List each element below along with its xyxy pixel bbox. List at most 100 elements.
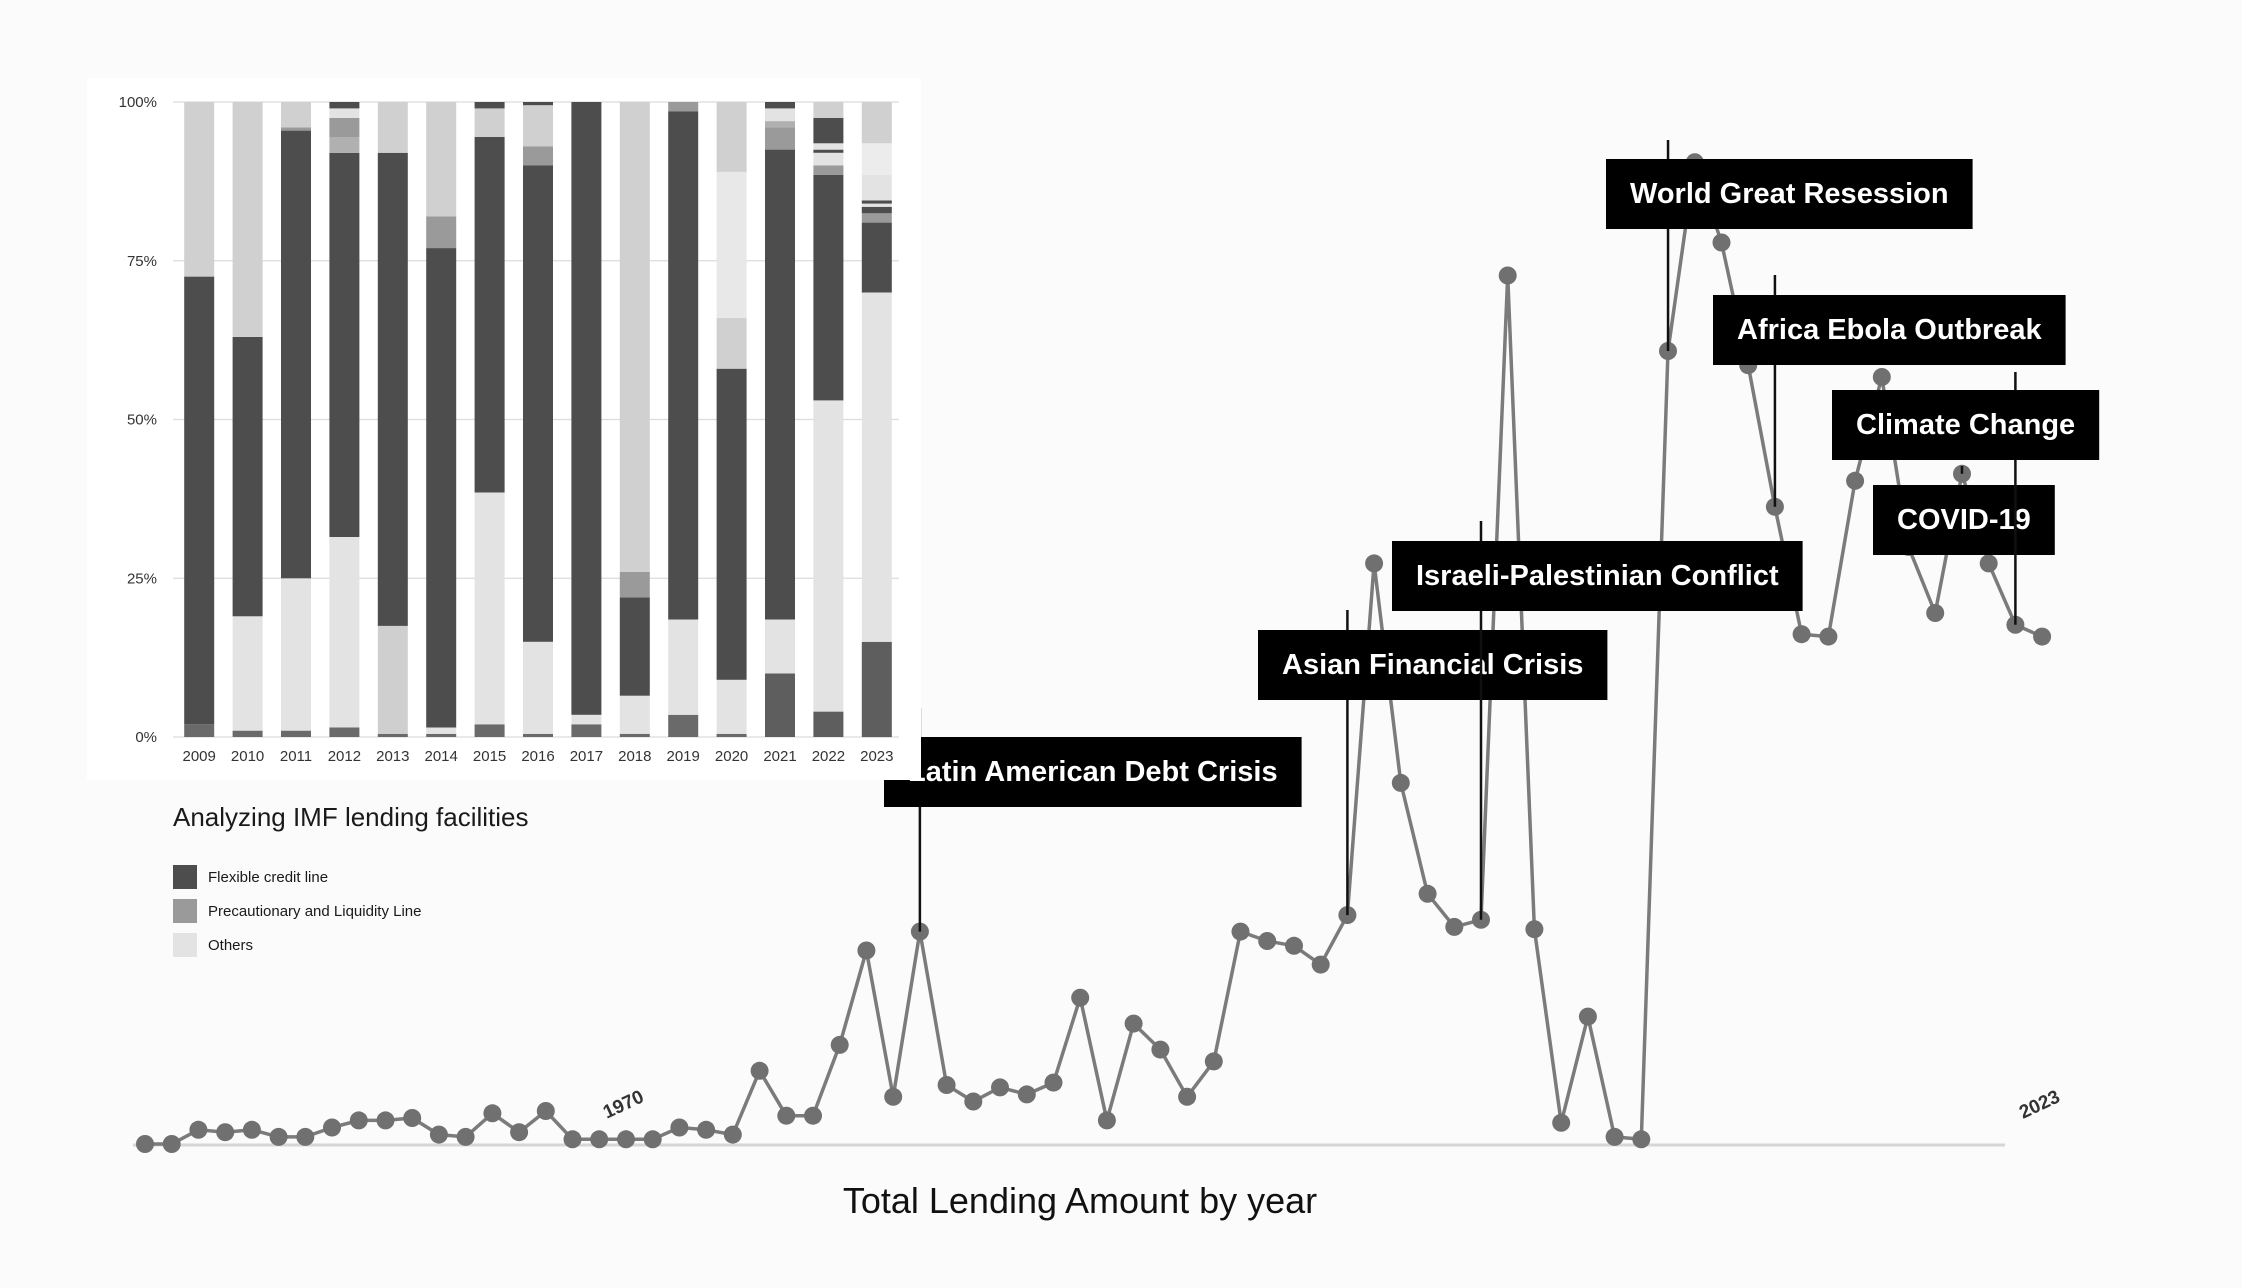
data-point xyxy=(536,1102,555,1120)
inset-bar-segment xyxy=(716,102,747,172)
inset-chart-title: Analyzing IMF lending facilities xyxy=(173,802,529,832)
data-point xyxy=(1204,1052,1223,1071)
inset-bar-segment xyxy=(281,130,311,579)
inset-x-tick-label: 2020 xyxy=(715,748,748,765)
inset-bar-segment xyxy=(523,105,553,147)
inset-bar-segment xyxy=(716,733,747,737)
data-point xyxy=(1525,920,1544,939)
data-point xyxy=(403,1109,422,1127)
annotation-box xyxy=(1392,541,1803,611)
inset-bar-segment xyxy=(329,102,360,109)
inset-bar-segment xyxy=(571,714,602,725)
legend-item-flexible-credit-line: Flexible credit line xyxy=(173,860,421,894)
inset-x-tick-label: 2021 xyxy=(763,748,796,765)
data-point xyxy=(777,1106,796,1125)
inset-bar-segment xyxy=(716,171,747,318)
annotation-box xyxy=(884,737,1302,807)
inset-bar-segment xyxy=(329,108,360,118)
data-point xyxy=(136,1135,154,1153)
annotation-box xyxy=(1606,159,1973,229)
inset-y-tick-label: 50% xyxy=(127,412,157,429)
data-point xyxy=(937,1076,956,1094)
inset-bar-segment xyxy=(232,616,263,731)
inset-bar-segment xyxy=(716,317,747,369)
data-point xyxy=(296,1127,315,1146)
inset-bar-segment xyxy=(861,641,892,738)
data-point xyxy=(563,1130,582,1149)
x-tick-label: 1970 xyxy=(600,1087,647,1124)
inset-bar-segment xyxy=(668,619,699,715)
data-point xyxy=(643,1130,662,1149)
inset-x-tick-label: 2011 xyxy=(280,748,312,765)
data-point xyxy=(1097,1111,1116,1130)
data-point xyxy=(1151,1040,1170,1059)
annotation-label: Africa Ebola Outbreak xyxy=(1737,314,2042,346)
inset-bar-segment xyxy=(184,724,215,737)
data-point xyxy=(1712,233,1731,252)
data-point xyxy=(723,1125,742,1144)
inset-bar-segment xyxy=(474,136,505,493)
inset-bar-segment xyxy=(813,400,844,712)
inset-bar-segment xyxy=(765,673,795,737)
data-point xyxy=(2033,627,2052,646)
legend-swatch-precautionary xyxy=(173,899,197,923)
inset-bar-segment xyxy=(765,108,795,122)
annotation-box xyxy=(1873,485,2055,555)
inset-bar-segment xyxy=(861,206,892,214)
data-point xyxy=(1605,1127,1624,1146)
inset-bar-segment xyxy=(281,578,311,731)
annotation-label: Asian Financial Crisis xyxy=(1282,649,1583,681)
data-point xyxy=(1819,627,1838,646)
legend-label: Flexible credit line xyxy=(208,868,329,886)
inset-x-tick-label: 2013 xyxy=(376,748,409,765)
inset-bar-segment xyxy=(523,165,553,642)
inset-stacked-bar-chart: 0% 25% 50% 75% 100% 2009 2010 2011 2012 2013 2014 2… xyxy=(87,78,921,780)
data-point xyxy=(1953,464,1971,483)
inset-x-tick-label: 2014 xyxy=(425,748,458,765)
inset-bar-segment xyxy=(619,571,650,598)
data-point xyxy=(804,1106,822,1125)
inset-bar-segment xyxy=(861,200,892,204)
data-point xyxy=(510,1123,529,1142)
data-point xyxy=(1017,1085,1036,1104)
inset-x-tick-label: 2018 xyxy=(618,748,651,765)
inset-x-tick-label: 2019 xyxy=(667,748,700,765)
inset-bar-segment xyxy=(765,127,795,150)
data-point xyxy=(1578,1007,1597,1026)
data-point xyxy=(1231,922,1250,941)
inset-x-tick-label: 2009 xyxy=(183,748,216,765)
inset-bar-segment xyxy=(716,368,747,680)
data-point xyxy=(1071,988,1090,1007)
inset-bar-segment xyxy=(329,136,360,153)
data-point xyxy=(964,1092,983,1111)
data-point xyxy=(483,1104,502,1123)
data-point xyxy=(1418,884,1437,903)
annotation-box xyxy=(1832,390,2100,460)
inset-bar-segment xyxy=(861,175,892,201)
data-point xyxy=(1445,917,1464,936)
data-point xyxy=(750,1061,769,1080)
inset-bar-segment xyxy=(668,111,699,620)
data-point xyxy=(349,1111,368,1130)
inset-bar-segment xyxy=(619,597,650,696)
inset-bar-segment xyxy=(813,149,844,153)
inset-bar-segment xyxy=(861,102,892,144)
inset-bar-segment xyxy=(668,102,699,112)
data-point xyxy=(1552,1113,1571,1132)
data-point xyxy=(830,1035,849,1054)
inset-bar-segment xyxy=(619,102,650,572)
data-point xyxy=(1391,773,1410,792)
data-point xyxy=(1178,1087,1197,1106)
data-point xyxy=(1285,936,1303,955)
inset-bar-segment xyxy=(329,537,360,728)
data-point xyxy=(1338,906,1357,925)
annotation-box xyxy=(1258,630,1608,700)
inset-bar-segment xyxy=(813,711,844,737)
data-point xyxy=(429,1125,448,1144)
annotation-box xyxy=(1713,295,2066,365)
data-point xyxy=(1926,604,1945,622)
inset-x-tick-label: 2015 xyxy=(473,748,506,765)
inset-bar-segment xyxy=(523,733,553,737)
inset-x-tick-label: 2010 xyxy=(231,748,264,765)
